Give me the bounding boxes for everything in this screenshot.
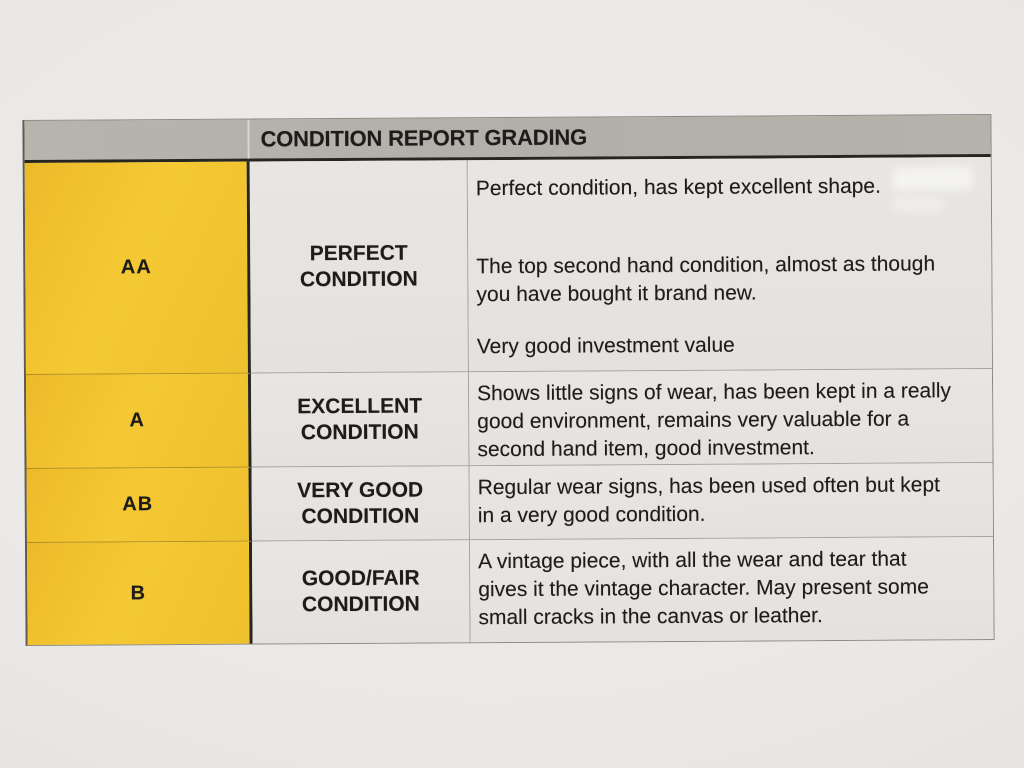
table-row-aa: AA PERFECT CONDITION Perfect condition, … <box>24 157 992 375</box>
grade-label: AB <box>122 493 154 516</box>
description-cell: Perfect condition, has kept excellent sh… <box>467 157 992 373</box>
condition-label: EXCELLENT CONDITION <box>297 394 423 444</box>
grade-cell: AB <box>26 467 252 543</box>
table-header-row: CONDITION REPORT GRADING <box>24 115 991 163</box>
condition-label: GOOD/FAIR CONDITION <box>301 566 420 617</box>
condition-cell: EXCELLENT CONDITION <box>250 372 470 468</box>
table-row-a: A EXCELLENT CONDITION Shows little signs… <box>25 369 993 469</box>
table-row-b: B GOOD/FAIR CONDITION A vintage piece, w… <box>26 537 994 645</box>
description-paragraph: Very good investment value <box>476 333 735 359</box>
description-paragraph: Regular wear signs, has been used often … <box>477 473 941 528</box>
condition-cell: PERFECT CONDITION <box>249 160 469 374</box>
description-paragraph: Shows little signs of wear, has been kep… <box>477 379 952 462</box>
condition-label: PERFECT CONDITION <box>299 241 418 291</box>
table-row-ab: AB VERY GOOD CONDITION Regular wear sign… <box>26 463 993 543</box>
condition-label: VERY GOOD CONDITION <box>297 478 424 528</box>
condition-cell: GOOD/FAIR CONDITION <box>251 540 471 644</box>
grade-label: A <box>129 409 146 432</box>
header-spacer-cell <box>24 119 250 160</box>
grade-label: B <box>130 581 147 604</box>
condition-cell: VERY GOOD CONDITION <box>251 466 470 542</box>
condition-report-table: CONDITION REPORT GRADING AA PERFECT COND… <box>22 114 995 646</box>
description-cell: A vintage piece, with all the wear and t… <box>469 537 994 643</box>
whiteout-artifact <box>892 167 973 190</box>
description-paragraph: Perfect condition, has kept excellent sh… <box>475 174 881 201</box>
grade-cell: AA <box>24 161 251 375</box>
whiteout-artifact <box>892 197 943 212</box>
grade-cell: A <box>25 373 252 469</box>
grade-cell: B <box>26 541 253 645</box>
table-title: CONDITION REPORT GRADING <box>260 124 588 152</box>
description-cell: Regular wear signs, has been used often … <box>469 463 993 541</box>
grade-label: AA <box>120 256 152 279</box>
description-cell: Shows little signs of wear, has been kep… <box>468 369 993 467</box>
description-paragraph: A vintage piece, with all the wear and t… <box>478 547 929 630</box>
description-paragraph: The top second hand condition, almost as… <box>476 252 936 307</box>
